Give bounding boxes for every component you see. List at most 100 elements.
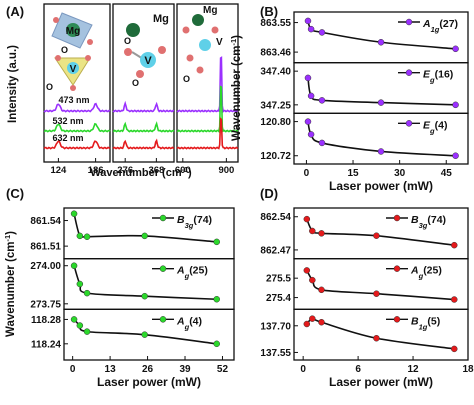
- data-point: [307, 131, 315, 138]
- data-point: [83, 233, 91, 240]
- spectrum-632-nm: [176, 116, 239, 150]
- spectrum-473-nm: [112, 100, 175, 113]
- v-atom: [140, 52, 156, 68]
- v-label: V: [216, 37, 223, 48]
- subplot-frame: [63, 258, 235, 310]
- o-label: O: [183, 74, 190, 84]
- data-point: [303, 320, 311, 328]
- data-point: [70, 262, 78, 269]
- mode-label: Ag(4): [176, 315, 202, 331]
- y-axis-label: Intensity (a.u.): [7, 45, 19, 123]
- data-point: [309, 315, 316, 322]
- mode-label: Ag(25): [410, 265, 442, 281]
- panel-label: (C): [6, 186, 24, 201]
- y-tick-label: 275.5: [266, 274, 291, 285]
- data-point: [83, 289, 91, 297]
- series-label: 632 nm: [52, 133, 83, 143]
- y-tick-label: 137.55: [260, 348, 291, 359]
- data-point: [377, 99, 385, 106]
- spectrum-532-nm: [112, 121, 175, 133]
- data-point: [451, 241, 458, 249]
- data-point: [213, 340, 220, 348]
- oxygen-atom: [211, 26, 219, 34]
- data-point: [451, 345, 458, 353]
- oxygen-atom: [53, 17, 59, 23]
- data-point: [303, 267, 311, 274]
- spectrum-segment-1: 276 368: [112, 3, 175, 176]
- data-point: [141, 292, 148, 300]
- data-point: [76, 280, 84, 288]
- data-point: [304, 118, 312, 125]
- legend-marker: [393, 214, 401, 222]
- y-tick-label: 120.72: [260, 151, 291, 162]
- data-point: [307, 25, 315, 33]
- data-point: [377, 148, 385, 155]
- y-tick-label: 118.28: [31, 315, 61, 326]
- mode-label: A1g(27): [422, 18, 458, 34]
- mg-label: Mg: [203, 5, 217, 16]
- x-tick-label: 18: [462, 364, 474, 375]
- legend-marker: [393, 265, 401, 272]
- panel-b-wavenumber-vs-power: (B)863.55 863.46 A1g(27) 347.40 347.25 Eg(16)…: [229, 4, 469, 193]
- subplot-ag-1: 275.5 275.4 Ag(25): [266, 258, 469, 310]
- data-point: [318, 139, 326, 147]
- subplot-b3g-0: 862.54 862.47 B3g(74): [260, 207, 469, 260]
- x-tick-label: 900: [218, 165, 234, 176]
- legend-marker: [159, 214, 167, 222]
- mode-label: Ag(25): [176, 265, 208, 281]
- data-point: [318, 29, 326, 36]
- legend-marker: [159, 316, 167, 323]
- x-tick-label: 0: [300, 364, 306, 375]
- mg-label: Mg: [153, 13, 169, 25]
- x-tick-label: 124: [50, 165, 67, 176]
- data-point: [318, 230, 325, 237]
- mode-label: Eg(16): [423, 69, 453, 85]
- x-tick-label: 186: [88, 165, 104, 176]
- x-tick-label: 13: [105, 364, 117, 375]
- subplot-ag-2: 118.28 118.24 0 13 26 39 52 Ag(4): [31, 308, 235, 375]
- data-point: [76, 322, 84, 329]
- data-point: [309, 276, 316, 284]
- o-label: O: [124, 36, 131, 46]
- spectrum-632-nm: [112, 138, 175, 150]
- oxygen-atom: [136, 70, 144, 78]
- legend-marker: [405, 69, 413, 76]
- segment-frame: [43, 3, 111, 163]
- y-tick-label: 862.47: [260, 245, 291, 256]
- data-point: [373, 232, 380, 239]
- x-tick-label: 600: [175, 165, 191, 176]
- data-point: [76, 232, 84, 240]
- y-axis-label: Wavenumber (cm-1): [229, 35, 244, 141]
- y-tick-label: 275.4: [266, 293, 291, 304]
- x-tick-label: 6: [355, 364, 361, 375]
- data-point: [452, 45, 459, 53]
- x-tick-label: 0: [304, 168, 310, 179]
- data-point: [141, 232, 148, 240]
- oxygen-atom: [70, 85, 76, 91]
- v-atom: [199, 39, 211, 51]
- x-tick-label: 12: [407, 364, 419, 375]
- x-tick-label: 26: [142, 364, 154, 375]
- legend-marker: [159, 265, 167, 272]
- data-point: [377, 39, 385, 46]
- subplot-b3g-0: 861.54 861.51 B3g(74): [30, 207, 235, 260]
- data-point: [303, 215, 311, 223]
- subplot-frame: [293, 112, 469, 165]
- x-tick-label: 0: [70, 364, 76, 375]
- x-axis-label: Laser power (mW): [329, 375, 433, 389]
- data-point: [318, 286, 325, 294]
- mode-label: B3g(74): [177, 214, 212, 230]
- data-point: [70, 316, 78, 323]
- x-tick-label: 52: [217, 364, 229, 375]
- v-atom: [67, 62, 79, 74]
- subplot-frame: [293, 258, 469, 310]
- data-point: [70, 210, 78, 217]
- spectrum-532-nm: [43, 122, 111, 133]
- o-label: O: [61, 45, 68, 55]
- oxygen-atom: [196, 66, 204, 74]
- x-axis-label: Laser power (mW): [329, 179, 433, 193]
- oxygen-atom: [158, 46, 166, 54]
- spectrum-segment-0: 124 186: [43, 3, 111, 176]
- panel-label: (B): [260, 4, 278, 19]
- mode-label: B3g(74): [411, 214, 446, 230]
